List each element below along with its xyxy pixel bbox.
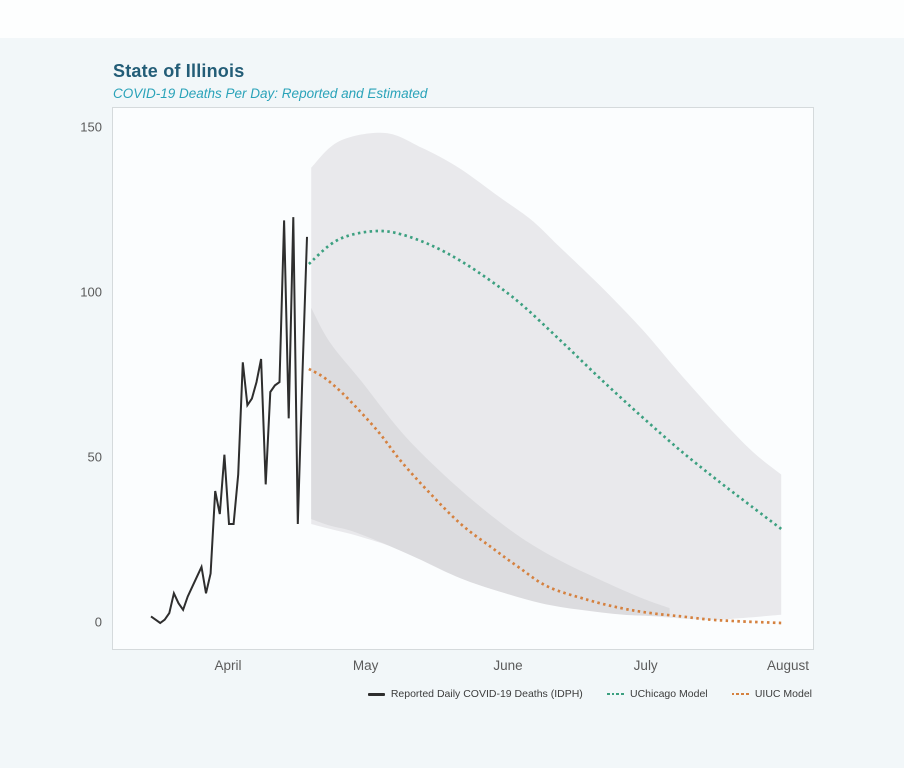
uiuc-confidence-band-overlap xyxy=(311,307,670,617)
chart-title: State of Illinois xyxy=(113,61,245,81)
uiuc-model-curve xyxy=(308,367,782,625)
legend-dot xyxy=(621,692,624,696)
x-tick-may: May xyxy=(352,658,379,673)
plot-area xyxy=(150,132,783,625)
y-axis-tick-labels: 150 100 50 0 xyxy=(60,107,107,648)
legend-label: UChicago Model xyxy=(630,688,708,700)
uchicago-confidence-band xyxy=(311,132,782,620)
y-tick-150: 150 xyxy=(80,119,102,135)
legend-solid-line-swatch xyxy=(367,692,385,696)
x-tick-april: April xyxy=(214,658,242,673)
reported-deaths-line xyxy=(150,217,308,625)
x-tick-june: June xyxy=(493,658,523,673)
legend-dot xyxy=(731,692,735,696)
y-tick-100: 100 xyxy=(80,284,102,300)
legend-item-reported-daily-covid-19-deaths-idph: Reported Daily COVID-19 Deaths (IDPH) xyxy=(367,688,583,700)
legend-label: UIUC Model xyxy=(754,688,812,700)
legend-dot xyxy=(746,692,749,696)
legend-item-uiuc-model: UIUC Model xyxy=(731,688,812,700)
top-strip xyxy=(0,0,904,38)
legend-dot xyxy=(741,692,745,696)
legend-dot xyxy=(611,692,615,696)
x-tick-august: August xyxy=(766,658,809,673)
x-tick-july: July xyxy=(633,658,658,673)
chart-subtitle: COVID-19 Deaths Per Day: Reported and Es… xyxy=(113,86,428,101)
chart-panel xyxy=(112,107,814,650)
legend-item-uchicago-model: UChicago Model xyxy=(606,688,708,700)
legend-dot xyxy=(606,692,610,696)
y-tick-0: 0 xyxy=(94,614,102,630)
legend-label: Reported Daily COVID-19 Deaths (IDPH) xyxy=(390,688,583,700)
legend-dot xyxy=(616,692,620,696)
uchicago-model-curve xyxy=(307,229,783,530)
y-tick-50: 50 xyxy=(87,449,102,465)
legend-dot xyxy=(736,692,740,696)
legend-dotted-swatch xyxy=(606,692,624,696)
x-axis-tick-labels: April May June July August xyxy=(112,648,812,680)
legend-dotted-swatch xyxy=(731,692,749,696)
chart-legend: Reported Daily COVID-19 Deaths (IDPH) UCh… xyxy=(367,688,812,700)
